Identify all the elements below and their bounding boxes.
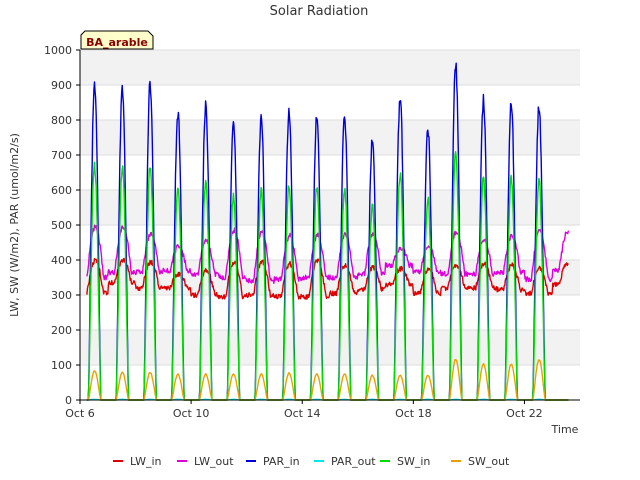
- plot-band: [80, 330, 580, 365]
- x-ticks: Oct 6 Oct 10 Oct 14 Oct 18 Oct 22: [65, 400, 543, 420]
- y-tick-label: 600: [51, 184, 72, 197]
- legend-item-PAR_in: PAR_in: [246, 455, 300, 468]
- plot-band: [80, 365, 580, 400]
- y-tick-label: 800: [51, 114, 72, 127]
- y-tick-label: 900: [51, 79, 72, 92]
- legend-label: SW_in: [397, 455, 430, 468]
- plot-band: [80, 120, 580, 155]
- badge-label: BA_arable: [86, 36, 148, 49]
- y-tick-label: 1000: [44, 44, 72, 57]
- y-tick-label: 200: [51, 324, 72, 337]
- y-tick-label: 0: [65, 394, 72, 407]
- badge-box: [80, 30, 154, 50]
- legend-label: PAR_out: [331, 455, 376, 468]
- plot-band: [80, 190, 580, 225]
- plot-band: [80, 50, 580, 85]
- x-tick-label: Oct 14: [284, 407, 321, 420]
- legend-item-SW_out: SW_out: [451, 455, 510, 468]
- y-tick-label: 100: [51, 359, 72, 372]
- x-axis-label: Time: [551, 423, 579, 436]
- x-tick-label: Oct 18: [395, 407, 432, 420]
- plot-band: [80, 155, 580, 190]
- x-tick-label: Oct 6: [65, 407, 95, 420]
- y-tick-label: 400: [51, 254, 72, 267]
- series-line-LW_in: [86, 257, 569, 300]
- legend: LW_in LW_out PAR_in PAR_out SW_in SW_out: [113, 455, 510, 468]
- x-tick-label: Oct 22: [506, 407, 543, 420]
- chart-title: Solar Radiation: [270, 4, 369, 19]
- y-tick-label: 500: [51, 219, 72, 232]
- legend-item-SW_in: SW_in: [380, 455, 430, 468]
- x-tick-label: Oct 10: [173, 407, 210, 420]
- y-ticks: 0 100 200 300 400 500 600 700 800 900 1000: [44, 44, 80, 407]
- plot-band: [80, 225, 580, 260]
- plot-band: [80, 295, 580, 330]
- legend-item-LW_in: LW_in: [113, 455, 162, 468]
- y-axis-label: LW, SW (W/m2), PAR (umol/m2/s): [8, 133, 21, 317]
- legend-item-PAR_out: PAR_out: [314, 455, 376, 468]
- plot-band: [80, 85, 580, 120]
- legend-label: LW_in: [130, 455, 162, 468]
- site-badge: BA_arable: [80, 30, 154, 50]
- y-tick-label: 300: [51, 289, 72, 302]
- y-tick-label: 700: [51, 149, 72, 162]
- legend-label: LW_out: [194, 455, 234, 468]
- legend-label: SW_out: [468, 455, 510, 468]
- series-line-LW_out: [86, 224, 570, 284]
- legend-label: PAR_in: [263, 455, 300, 468]
- legend-item-LW_out: LW_out: [177, 455, 234, 468]
